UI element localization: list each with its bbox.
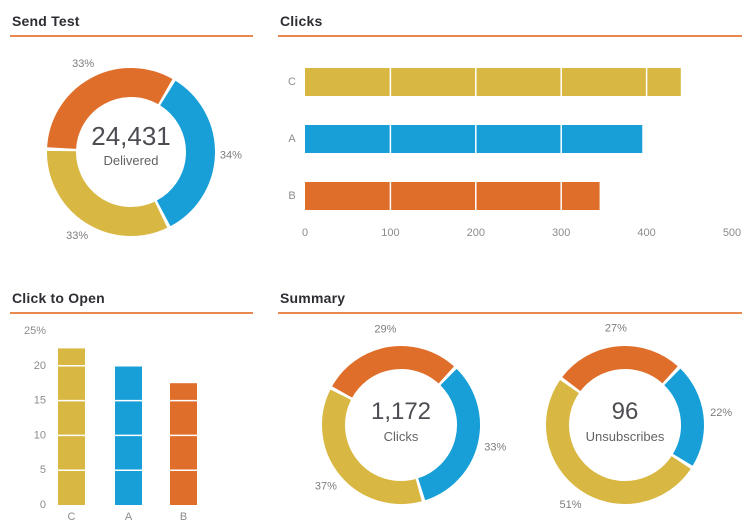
panel-underline-click-to-open [10, 312, 253, 314]
click-to-open-bar-bar-C[interactable] [58, 348, 85, 505]
panel-clicks: Clicks 0 100 200 300 400 500 C A B [278, 8, 742, 268]
clicks-bar-chart: 0 100 200 300 400 500 C A B [288, 62, 741, 239]
summary-unsubscribes-donut-pct-label-blue: 22% [710, 407, 732, 419]
send-test-donut-pct-label-blue: 34% [220, 150, 242, 162]
summary-clicks-donut-slice-yellow[interactable] [322, 389, 422, 504]
send-test-donut-slice-yellow[interactable] [47, 150, 168, 236]
panel-underline-summary [278, 312, 742, 314]
send-test-donut-chart: 33% 34% 33% 24,431 Delivered [47, 58, 242, 242]
summary-clicks-donut-pct-label-orange: 29% [374, 323, 396, 335]
clicks-bar-bar-B[interactable] [305, 182, 600, 210]
clicks-bar-category-label: A [288, 133, 296, 145]
summary-unsubscribes-donut-slice-yellow[interactable] [546, 380, 691, 505]
send-test-donut-slice-orange[interactable] [47, 68, 173, 150]
clicks-bar-bar-A[interactable] [305, 125, 643, 153]
click-to-open-bar-tick-label: 20 [34, 360, 46, 372]
summary-unsubscribes-donut-pct-label-yellow: 51% [559, 499, 581, 511]
clicks-bar-tick-label: 0 [302, 227, 308, 239]
panel-underline-send-test [10, 35, 253, 37]
panel-title-click-to-open: Click to Open [12, 290, 105, 306]
clicks-bar-tick-label: 400 [637, 227, 655, 239]
panel-title-send-test: Send Test [12, 13, 80, 29]
clicks-bar-tick-label: 100 [381, 227, 399, 239]
click-to-open-bar-category-label: A [125, 511, 133, 523]
clicks-bar-tick-label: 500 [723, 227, 741, 239]
click-to-open-bar-category-label: B [180, 511, 187, 523]
click-to-open-bar-tick-label: 10 [34, 429, 46, 441]
summary-clicks-donut-pct-label-yellow: 37% [315, 480, 337, 492]
summary-clicks-donut-pct-label-blue: 33% [484, 442, 506, 454]
summary-clicks-donut-slice-orange[interactable] [332, 346, 455, 398]
panel-title-clicks: Clicks [280, 13, 323, 29]
clicks-bar-category-label: B [288, 190, 295, 202]
clicks-bar-category-label: C [288, 76, 296, 88]
summary-unsubscribes-donut-pct-label-orange: 27% [605, 322, 627, 334]
click-to-open-bar-tick-label: 15 [34, 395, 46, 407]
send-test-donut-center-label: Delivered [104, 153, 159, 168]
clicks-bar-tick-label: 300 [552, 227, 570, 239]
click-to-open-bar-tick-label: 0 [40, 499, 46, 511]
panel-send-test: Send Test 33% 34% 33% 24,431 Delivered [10, 8, 253, 268]
summary-clicks-donut-center-label: Clicks [384, 429, 419, 444]
summary-donut-charts: 29% 33% 37% 1,172 Clicks 27% 22% 51% 96 Unsubscri… [315, 322, 733, 511]
clicks-bar-bar-C[interactable] [305, 68, 681, 96]
summary-unsubscribes-donut-center-label: Unsubscribes [586, 429, 665, 444]
send-test-donut-center-value: 24,431 [91, 121, 171, 151]
click-to-open-bar-tick-label: 5 [40, 464, 46, 476]
panel-underline-clicks [278, 35, 742, 37]
summary-clicks-donut-center-value: 1,172 [371, 398, 431, 425]
click-to-open-bar-bar-B[interactable] [170, 383, 197, 505]
summary-unsubscribes-donut-slice-orange[interactable] [562, 346, 678, 392]
send-test-donut-slice-blue[interactable] [156, 80, 215, 227]
send-test-donut-pct-label-yellow: 33% [66, 230, 88, 242]
summary-unsubscribes-donut-slice-blue[interactable] [663, 368, 704, 466]
summary-unsubscribes-donut-center-value: 96 [612, 398, 639, 425]
panel-summary: Summary 29% 33% 37% 1,172 Clicks 27% 22% 51% 96 U… [278, 285, 742, 530]
click-to-open-bar-chart: 0 5 10 15 20 25% C A B [24, 325, 202, 523]
summary-clicks-donut-slice-blue[interactable] [417, 368, 480, 501]
send-test-donut-pct-label-orange: 33% [72, 58, 94, 70]
click-to-open-bar-category-label: C [68, 511, 76, 523]
clicks-bar-tick-label: 200 [467, 227, 485, 239]
panel-title-summary: Summary [280, 290, 346, 306]
click-to-open-bar-tick-label: 25% [24, 325, 46, 337]
panel-click-to-open: Click to Open 0 5 10 15 20 25% C A B [10, 285, 253, 530]
